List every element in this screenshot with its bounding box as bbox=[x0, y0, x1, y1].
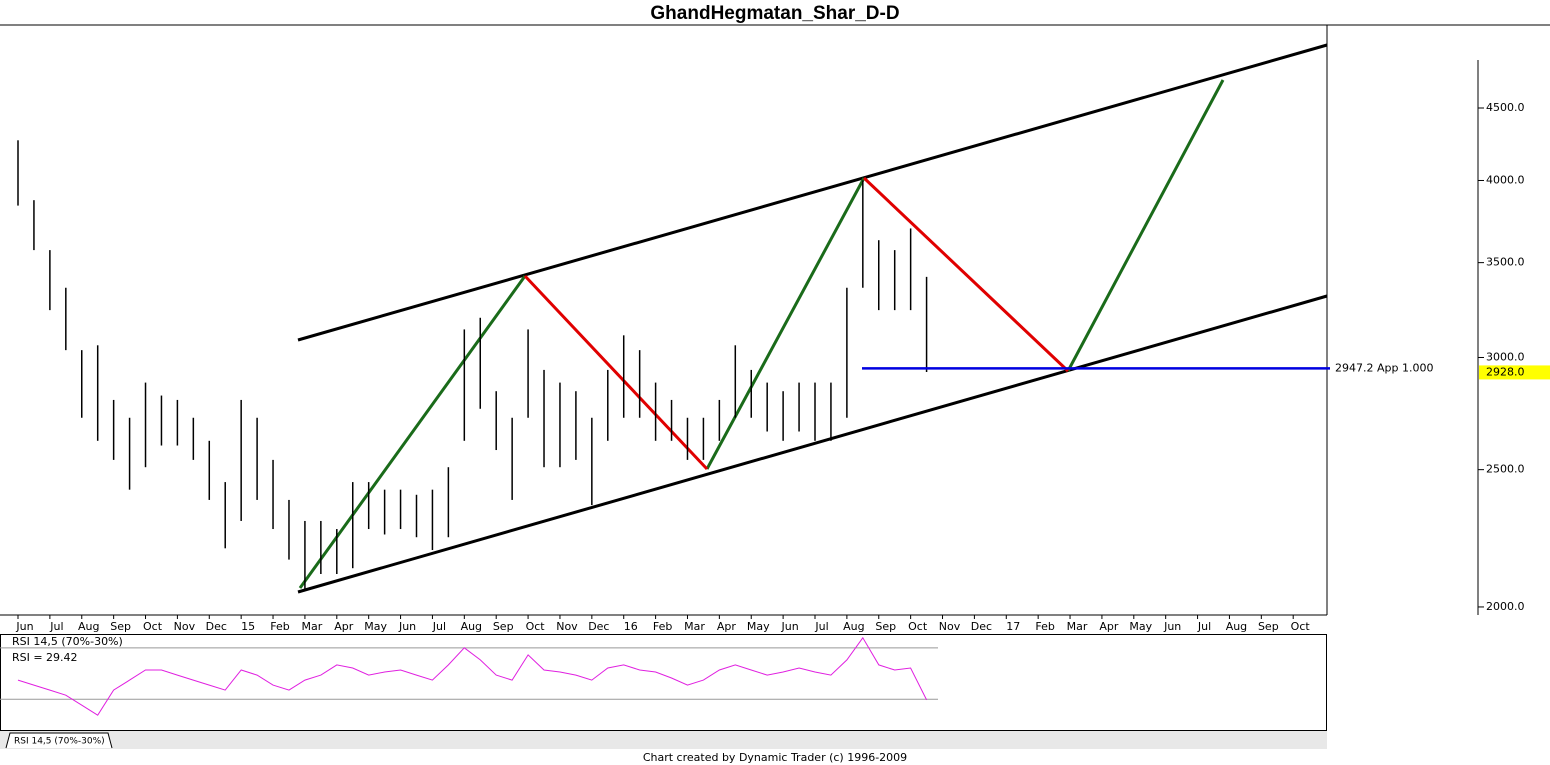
down-swing bbox=[862, 176, 1070, 373]
x-tick-label: 15 bbox=[241, 620, 255, 633]
channel-line bbox=[297, 43, 1328, 342]
x-tick-label: Nov bbox=[556, 620, 578, 633]
channel-line bbox=[297, 294, 1328, 594]
x-tick-label: Jun bbox=[15, 620, 33, 633]
x-tick-label: May bbox=[747, 620, 770, 633]
x-tick-label: Dec bbox=[206, 620, 227, 633]
x-tick-label: Aug bbox=[843, 620, 864, 633]
chart-title: GhandHegmatan_Shar_D-D bbox=[650, 3, 899, 24]
x-tick-label: Jul bbox=[49, 620, 63, 633]
x-tick-label: Feb bbox=[1035, 620, 1054, 633]
x-tick-label: Feb bbox=[270, 620, 289, 633]
y-tick-label: 3500.0 bbox=[1486, 256, 1525, 269]
x-tick-label: 16 bbox=[624, 620, 638, 633]
y-tick-label: 4500.0 bbox=[1486, 101, 1525, 114]
down-swing bbox=[523, 274, 709, 471]
x-tick-label: Jun bbox=[1163, 620, 1181, 633]
x-tick-label: Sep bbox=[875, 620, 896, 633]
last-price-box bbox=[1479, 365, 1550, 380]
y-tick-label: 4000.0 bbox=[1486, 173, 1525, 186]
x-tick-label: Mar bbox=[1067, 620, 1088, 633]
x-tick-label: Nov bbox=[174, 620, 196, 633]
rsi-title: RSI 14,5 (70%-30%) bbox=[12, 635, 123, 648]
rsi-value: 29.42 bbox=[46, 651, 78, 664]
x-tick-label: Aug bbox=[1226, 620, 1247, 633]
rsi-panel bbox=[0, 634, 1327, 731]
x-tick-label: Apr bbox=[717, 620, 737, 633]
x-tick-label: Sep bbox=[1258, 620, 1279, 633]
tab-bar bbox=[0, 731, 1327, 749]
x-tick-label: Dec bbox=[588, 620, 609, 633]
x-tick-label: Nov bbox=[939, 620, 961, 633]
x-tick-label: Sep bbox=[110, 620, 131, 633]
x-tick-label: May bbox=[364, 620, 387, 633]
up-swing bbox=[1066, 79, 1225, 372]
x-tick-label: Sep bbox=[493, 620, 514, 633]
y-tick-label: 3000.0 bbox=[1486, 350, 1525, 363]
x-tick-label: Dec bbox=[971, 620, 992, 633]
x-tick-label: Aug bbox=[461, 620, 482, 633]
x-tick-label: Jun bbox=[398, 620, 416, 633]
last-price-label: 2928.0 bbox=[1486, 365, 1525, 378]
x-tick-label: Apr bbox=[1099, 620, 1119, 633]
up-swing bbox=[705, 177, 866, 470]
x-tick-label: Mar bbox=[684, 620, 705, 633]
rsi-line bbox=[17, 636, 928, 716]
x-tick-label: Jul bbox=[1197, 620, 1211, 633]
footer: Chart created by Dynamic Trader (c) 1996… bbox=[643, 751, 907, 764]
x-tick-label: Oct bbox=[908, 620, 928, 633]
y-tick-label: 2500.0 bbox=[1486, 463, 1525, 476]
tab-label[interactable]: RSI 14,5 (70%-30%) bbox=[14, 737, 105, 747]
x-tick-label: Oct bbox=[526, 620, 546, 633]
x-tick-label: Jun bbox=[781, 620, 799, 633]
tab[interactable] bbox=[5, 732, 113, 749]
x-tick-label: May bbox=[1129, 620, 1152, 633]
x-tick-label: Jul bbox=[814, 620, 828, 633]
x-tick-label: Oct bbox=[143, 620, 163, 633]
x-tick-label: Mar bbox=[302, 620, 323, 633]
projection-label: 2947.2 App 1.000 bbox=[1335, 361, 1433, 374]
x-tick-label: Apr bbox=[334, 620, 354, 633]
x-tick-label: Oct bbox=[1291, 620, 1311, 633]
x-tick-label: Jul bbox=[432, 620, 446, 633]
x-tick-label: Feb bbox=[653, 620, 672, 633]
y-tick-label: 2000.0 bbox=[1486, 600, 1525, 613]
x-tick-label: Aug bbox=[78, 620, 99, 633]
x-tick-label: 17 bbox=[1006, 620, 1020, 633]
rsi-label: RSI = bbox=[12, 651, 43, 664]
